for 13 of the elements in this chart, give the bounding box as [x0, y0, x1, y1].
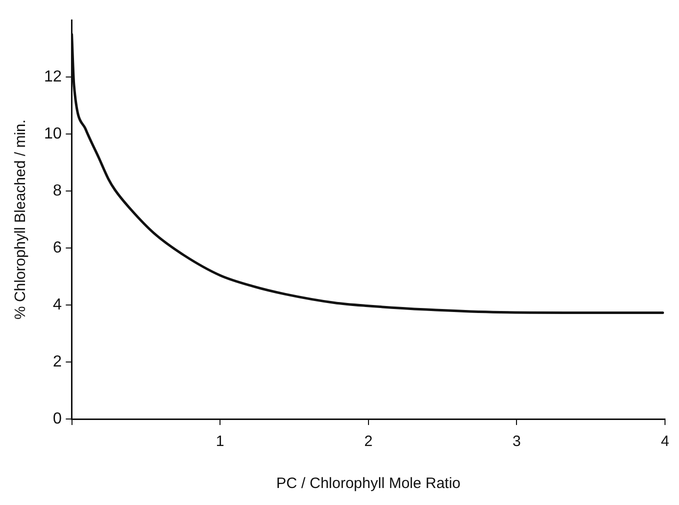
y-tick-label: 10	[44, 125, 62, 142]
y-tick-label: 8	[52, 182, 62, 200]
x-axis-title: PC / Chlorophyll Mole Ratio	[276, 475, 461, 492]
x-tick-label: 4	[660, 433, 670, 450]
y-tick-label: 2	[52, 353, 62, 370]
y-tick-label: 12	[44, 68, 62, 86]
y-tick-label: 0	[52, 410, 62, 428]
y-tick-label: 4	[52, 296, 62, 314]
y-tick-label: 6	[52, 239, 62, 256]
x-tick-label: 2	[364, 433, 373, 450]
x-tick-label: 1	[216, 433, 224, 450]
y-axis-title: % Chlorophyll Bleached / min.	[12, 119, 30, 320]
x-tick-label: 3	[512, 433, 521, 450]
